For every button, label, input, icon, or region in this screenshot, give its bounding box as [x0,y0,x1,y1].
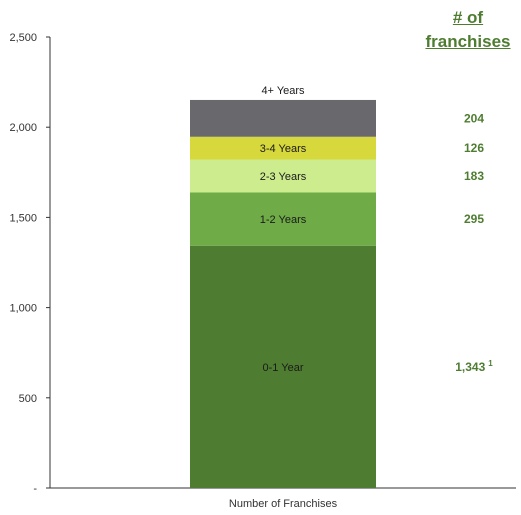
bar-segments [190,99,376,488]
value-labels: 1,343 1 295 183 126 204 [455,111,493,374]
segment-label-2: 1-2 Years [260,214,307,226]
bar-segment-1 [190,245,376,488]
value-label-2: 295 [464,212,484,226]
segment-label-3: 2-3 Years [260,171,307,183]
y-tick-label: 2,000 [9,122,37,134]
y-tick-label: 1,500 [9,212,37,224]
value-label-1: 1,343 1 [455,359,493,374]
footnote-marker: 1 [488,359,493,368]
y-tick-label: 500 [19,393,37,405]
chart-header: # of franchises [420,6,516,54]
segment-label-4: 3-4 Years [260,143,307,155]
segment-label-1: 0-1 Year [263,362,304,374]
segment-label-5: 4+ Years [261,85,305,97]
x-category-label: Number of Franchises [228,498,338,510]
header-line-2: franchises [425,32,511,51]
bar-segment-2 [190,192,376,246]
y-tick-label: - [33,483,37,495]
bar-segment-4 [190,136,376,160]
bar-segment-5 [190,99,376,137]
y-tick-labels: - 500 1,000 1,500 2,000 2,500 [9,32,50,495]
value-label-4: 126 [464,141,484,155]
segment-labels: 0-1 Year 1-2 Years 2-3 Years 3-4 Years 4+ Ye… [260,85,307,374]
value-label-3: 183 [464,169,484,183]
bar-segment-3 [190,159,376,193]
header-line-1: # of [452,8,484,27]
value-label-5: 204 [464,111,484,125]
y-tick-label: 2,500 [9,32,37,44]
y-tick-label: 1,000 [9,303,37,315]
